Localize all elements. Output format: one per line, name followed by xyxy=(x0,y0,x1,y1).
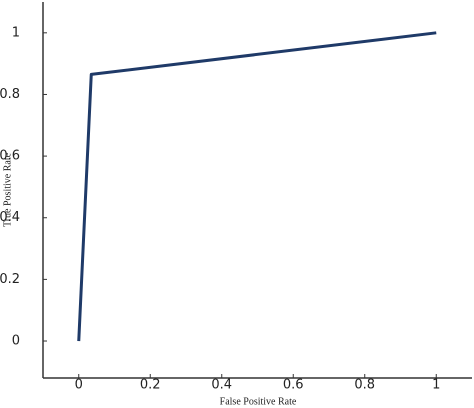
y-tick-label: 0.8 xyxy=(0,87,20,102)
x-tick-label: 0.4 xyxy=(211,378,232,393)
x-tick-label: 0.6 xyxy=(283,378,304,393)
x-axis-label: False Positive Rate xyxy=(220,396,297,407)
y-axis-label: True Positive Rate xyxy=(2,152,13,227)
x-tick-label: 0.2 xyxy=(140,378,161,393)
y-tick-label: 0.2 xyxy=(0,272,20,287)
x-tick-label: 0 xyxy=(75,378,83,393)
y-tick-label: 0.6 xyxy=(0,149,20,164)
y-tick-label: 1 xyxy=(12,25,20,40)
x-tick-label: 0.8 xyxy=(354,378,375,393)
y-tick-label: 0.4 xyxy=(0,210,20,225)
roc-line xyxy=(77,31,437,342)
x-tick-label: 1 xyxy=(432,378,440,393)
y-tick-label: 0 xyxy=(12,334,20,349)
